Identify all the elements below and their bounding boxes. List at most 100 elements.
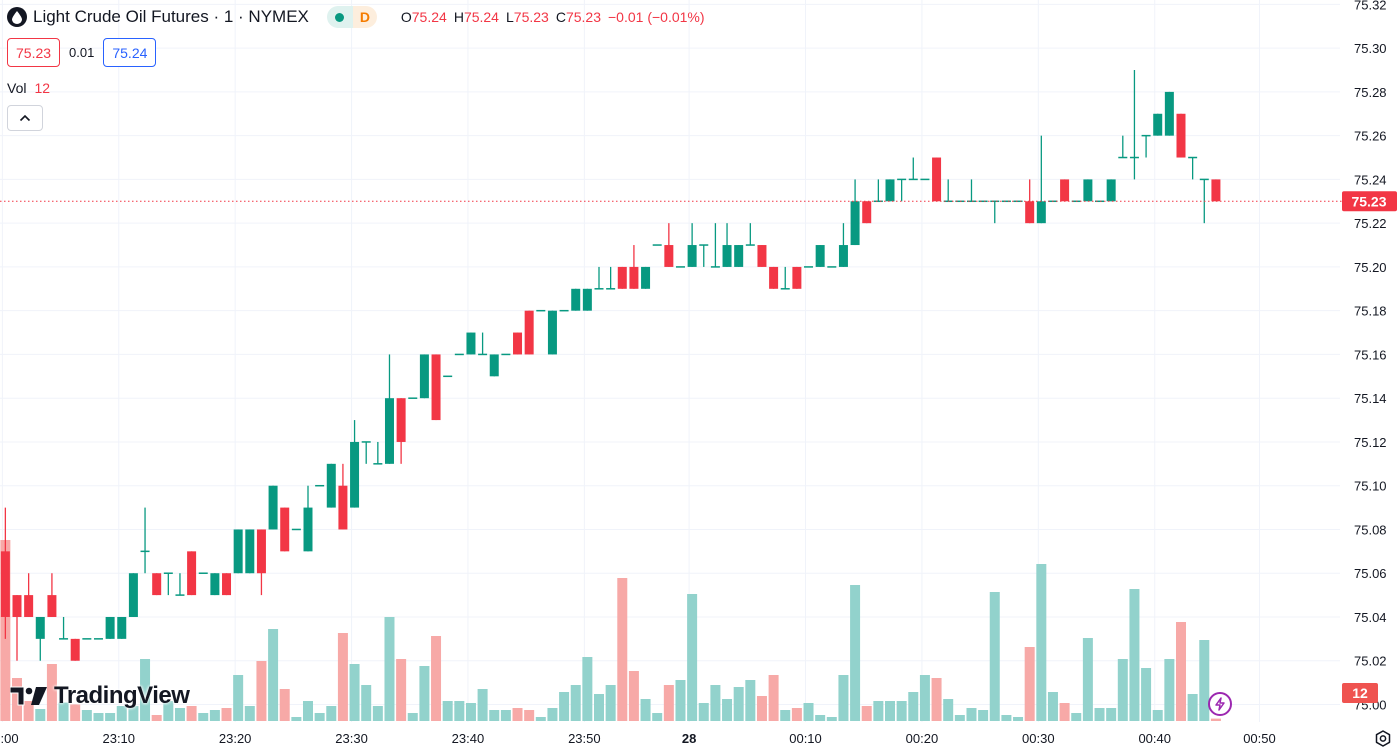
volume-bar — [477, 689, 488, 721]
candle-body — [175, 594, 185, 596]
price-tick-label: 75.18 — [1354, 304, 1387, 319]
candle — [1083, 179, 1093, 202]
volume-bar — [978, 710, 989, 721]
volume-bar — [93, 713, 104, 721]
symbol-legend[interactable]: Light Crude Oil Futures · 1 · NYMEX D O7… — [7, 6, 705, 28]
candle — [303, 485, 313, 552]
volume-bar — [896, 701, 907, 721]
candle — [943, 179, 953, 203]
trade-buttons: 75.23 0.01 75.24 — [7, 38, 157, 67]
candle-body — [326, 463, 336, 508]
candle-body — [1083, 179, 1093, 202]
candle — [175, 573, 185, 596]
volume-bar — [582, 657, 593, 721]
volume-bar — [710, 685, 721, 721]
volume-legend[interactable]: Vol 12 — [7, 80, 50, 96]
candle-body — [850, 201, 860, 246]
low-label: L — [505, 9, 514, 25]
candle — [850, 179, 860, 246]
volume-bar — [733, 687, 744, 721]
candle — [140, 507, 150, 574]
volume-bar — [303, 701, 313, 721]
sell-button[interactable]: 75.23 — [7, 38, 61, 67]
candle-body — [559, 309, 569, 312]
volume-bar — [489, 710, 500, 721]
candle — [1129, 70, 1139, 180]
volume-bar — [233, 675, 244, 721]
candle — [804, 266, 814, 268]
volume-bar — [931, 678, 942, 721]
tradingview-logo[interactable]: TradingView — [10, 682, 190, 710]
volume-bar — [419, 666, 430, 721]
time-tick-label: 00:50 — [1243, 731, 1276, 746]
volume-bar — [431, 636, 442, 721]
candle-body — [245, 529, 255, 574]
candle — [606, 266, 616, 290]
candle — [419, 354, 429, 399]
candle — [780, 266, 790, 290]
volume-bar — [1129, 589, 1140, 721]
candle-body — [862, 201, 872, 224]
volume-bar — [244, 706, 255, 721]
volume-bar — [524, 710, 535, 721]
candle — [897, 178, 907, 202]
candle — [152, 573, 162, 596]
candle-body — [408, 397, 418, 399]
candle-body — [536, 309, 546, 312]
candle-body — [70, 638, 80, 661]
candle — [838, 223, 848, 267]
buy-button[interactable]: 75.24 — [103, 38, 157, 67]
low-value: 75.23 — [513, 9, 549, 25]
volume-bar — [570, 685, 581, 721]
candle-body — [128, 573, 138, 617]
candle — [326, 463, 336, 508]
chevron-up-icon — [19, 114, 31, 122]
symbol-title[interactable]: Light Crude Oil Futures · 1 · NYMEX — [33, 7, 309, 26]
candle — [862, 201, 872, 224]
candle-body — [1001, 200, 1011, 203]
price-tick-label: 75.28 — [1354, 85, 1387, 100]
volume-bar — [186, 706, 197, 721]
volume-bar — [198, 713, 209, 721]
drop-icon — [7, 7, 27, 27]
candle — [582, 288, 592, 311]
volume-label: Vol — [7, 80, 27, 96]
candle-body — [966, 200, 976, 203]
candle-body — [547, 310, 557, 355]
price-axis[interactable]: 75.0075.0275.0475.0675.0875.1075.1275.14… — [1354, 0, 1387, 712]
volume-bar — [1106, 708, 1117, 721]
market-status-pill[interactable]: D — [326, 6, 377, 28]
time-axis[interactable]: 23:00 23:10 23:20 23:30 23:40 23:50 28 00:10 00:… — [0, 731, 1276, 746]
time-tick-label: 00:20 — [906, 731, 939, 746]
candle — [885, 179, 895, 202]
candle-body — [699, 244, 709, 246]
volume-bar — [12, 678, 22, 721]
candle — [338, 463, 348, 530]
volume-bar — [512, 708, 523, 721]
candle-body — [163, 572, 173, 574]
high-label: H — [453, 9, 464, 25]
gear-icon[interactable] — [1373, 729, 1393, 749]
volume-bar — [465, 703, 476, 721]
lightning-icon[interactable] — [1208, 692, 1232, 716]
candle-body — [396, 398, 406, 442]
volume-bar — [850, 585, 861, 721]
collapse-legend-button[interactable] — [7, 105, 43, 131]
volume-bar — [873, 701, 884, 721]
candle-body — [792, 266, 802, 289]
volume-bar — [1176, 622, 1186, 721]
candle-body — [804, 266, 814, 268]
candle-body — [1095, 200, 1105, 203]
candle — [373, 441, 383, 465]
candle — [443, 375, 453, 378]
candle — [932, 157, 942, 202]
candle-body — [501, 353, 511, 356]
candle — [454, 353, 464, 356]
candle-body — [82, 638, 92, 640]
candle-body — [513, 332, 523, 355]
open-value: 75.24 — [411, 9, 447, 25]
candle-body — [617, 266, 627, 289]
candle-body — [47, 595, 57, 617]
candle — [1013, 200, 1023, 203]
